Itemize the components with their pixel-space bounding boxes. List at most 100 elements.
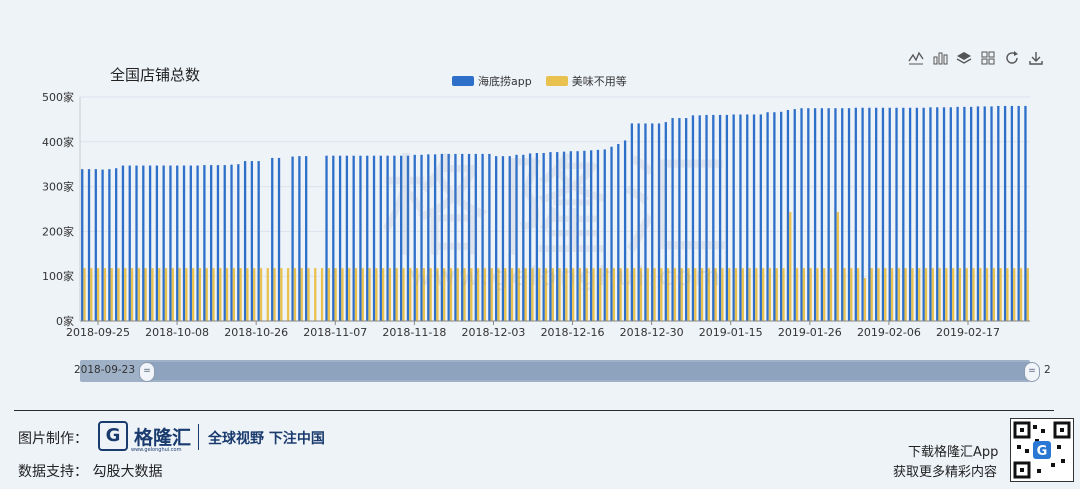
bar-haidilao — [813, 108, 817, 321]
bar-haidilao — [257, 161, 260, 321]
bar-haidilao — [271, 157, 274, 321]
bar-haidilao — [881, 107, 885, 321]
x-tick-label: 2018-12-30 — [620, 326, 684, 339]
bar-haidilao — [393, 155, 396, 321]
bar-meiwei — [483, 268, 487, 321]
y-tick-label: 300家 — [42, 180, 74, 194]
bar-meiwei — [504, 268, 507, 321]
bar-meiwei — [992, 268, 995, 321]
bar-haidilao — [1010, 105, 1014, 322]
bar-meiwei — [103, 268, 107, 321]
bar-meiwei — [456, 268, 459, 321]
qr-code-image[interactable]: G — [1010, 418, 1074, 482]
bar-meiwei — [83, 268, 86, 321]
bar-meiwei — [1026, 268, 1029, 321]
bar-meiwei — [314, 268, 317, 321]
bar-haidilao — [868, 107, 871, 321]
bar-meiwei — [470, 268, 473, 321]
bar-meiwei — [1019, 268, 1023, 321]
bar-meiwei — [381, 268, 385, 321]
bar-meiwei — [768, 268, 772, 321]
legend: 海底捞app 美味不用等 — [452, 73, 627, 89]
bar-haidilao — [230, 164, 233, 321]
legend-item-meiwei[interactable]: 美味不用等 — [545, 73, 627, 89]
bar-meiwei — [151, 268, 154, 321]
bar-meiwei — [626, 268, 629, 321]
bar-meiwei — [341, 268, 344, 321]
restore-icon[interactable] — [1004, 50, 1020, 66]
bar-haidilao — [644, 123, 647, 321]
bar-haidilao — [210, 165, 213, 321]
bar-meiwei — [775, 268, 778, 321]
bar-haidilao — [169, 165, 172, 321]
bar-meiwei — [694, 268, 697, 321]
bar-haidilao — [718, 114, 722, 321]
bar-haidilao — [712, 114, 715, 321]
bar-meiwei — [280, 268, 283, 321]
bar-haidilao — [94, 169, 97, 321]
bar-meiwei — [293, 268, 297, 321]
bar-meiwei — [517, 268, 520, 321]
bar-haidilao — [793, 109, 796, 321]
bar-haidilao — [535, 153, 539, 321]
datazoom-end-handle[interactable]: = — [1024, 362, 1040, 382]
bar-haidilao — [671, 118, 674, 321]
bar-meiwei — [585, 268, 588, 321]
bar-meiwei — [748, 268, 751, 321]
bar-haidilao — [786, 109, 790, 321]
bar-meiwei — [225, 268, 229, 321]
watermark-url: www.gelonghui.com — [410, 262, 724, 292]
legend-swatch — [452, 76, 474, 86]
bar-haidilao — [121, 165, 125, 321]
bar-haidilao — [501, 156, 505, 321]
bar-haidilao — [766, 112, 769, 322]
bar-chart-icon[interactable] — [932, 50, 948, 66]
bar-meiwei — [680, 268, 683, 321]
bar-haidilao — [875, 107, 878, 321]
tiled-icon[interactable] — [980, 50, 996, 66]
bar-meiwei — [809, 268, 812, 321]
bar-haidilao — [413, 154, 416, 321]
bar-meiwei — [897, 268, 900, 321]
bar-haidilao — [569, 151, 572, 321]
bar-haidilao — [963, 106, 966, 321]
bar-haidilao — [739, 114, 742, 321]
datazoom-start-handle[interactable]: = — [139, 362, 155, 382]
bar-meiwei — [877, 268, 880, 321]
bar-haidilao — [162, 165, 165, 321]
bar-haidilao — [474, 153, 477, 321]
datazoom-end-label: 2 — [1044, 364, 1051, 376]
bar-meiwei — [951, 268, 955, 321]
bar-haidilao — [956, 106, 959, 321]
stack-icon[interactable] — [956, 50, 972, 66]
bar-meiwei — [130, 268, 134, 321]
bar-meiwei — [890, 268, 894, 321]
bar-haidilao — [678, 118, 681, 321]
download-icon[interactable] — [1028, 50, 1044, 66]
bar-meiwei — [721, 268, 724, 321]
datazoom-selected-range[interactable] — [145, 362, 1030, 380]
bar-haidilao — [495, 156, 498, 321]
bar-haidilao — [691, 115, 695, 321]
bar-meiwei — [687, 268, 690, 321]
bar-meiwei — [924, 268, 928, 321]
bar-haidilao — [454, 153, 457, 321]
bar-haidilao — [189, 165, 192, 321]
bar-meiwei — [918, 268, 921, 321]
bar-meiwei — [958, 268, 962, 321]
bar-meiwei — [334, 268, 337, 321]
bar-meiwei — [605, 268, 609, 321]
bar-meiwei — [653, 268, 656, 321]
legend-item-haidilao[interactable]: 海底捞app — [452, 73, 532, 89]
bar-meiwei — [551, 268, 554, 321]
line-chart-icon[interactable] — [908, 50, 924, 66]
bar-haidilao — [637, 123, 640, 321]
bar-haidilao — [87, 169, 91, 321]
bar-meiwei — [911, 268, 914, 321]
bar-meiwei — [863, 277, 867, 321]
bar-meiwei — [633, 268, 636, 321]
bar-meiwei — [117, 268, 120, 321]
bar-meiwei — [904, 268, 907, 321]
bar-meiwei — [402, 268, 405, 321]
bar-meiwei — [368, 268, 371, 321]
